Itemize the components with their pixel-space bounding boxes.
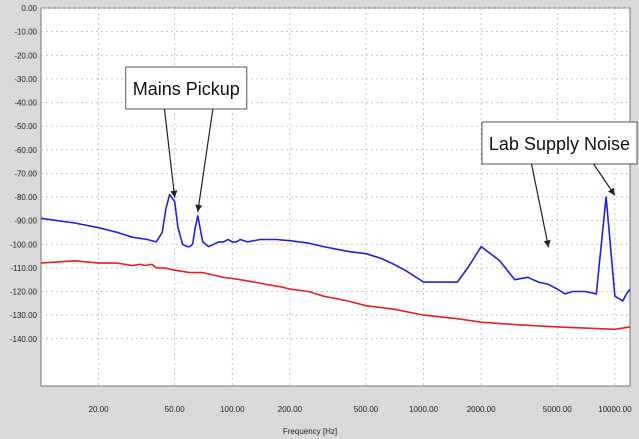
y-tick-label: -50.00 (14, 122, 37, 131)
y-tick-label: -10.00 (14, 28, 37, 37)
arrowhead (608, 187, 615, 196)
x-tick-label: 100.00 (220, 405, 245, 414)
y-tick-label: -30.00 (14, 75, 37, 84)
x-tick-label: 1000.00 (409, 405, 438, 414)
callout-label: Mains Pickup (133, 79, 240, 99)
y-tick-label: -60.00 (14, 146, 37, 155)
x-tick-label: 200.00 (278, 405, 303, 414)
x-tick-label: 50.00 (165, 405, 186, 414)
callout-box (481, 121, 638, 165)
x-tick-label: 10000.00 (598, 405, 632, 414)
y-tick-label: -120.00 (10, 288, 38, 297)
x-tick-label: 5000.00 (543, 405, 572, 414)
y-tick-label: -130.00 (10, 311, 38, 320)
x-tick-label: 500.00 (354, 405, 379, 414)
callout-1: Lab Supply Noise (481, 121, 638, 248)
y-tick-label: -80.00 (14, 193, 37, 202)
x-axis-label: Frequency [Hz] (283, 427, 337, 436)
y-tick-label: -110.00 (10, 264, 37, 273)
y-tick-label: -140.00 (10, 335, 38, 344)
arrowhead (543, 239, 551, 248)
grid (41, 7, 630, 386)
x-tick-label: 20.00 (89, 405, 110, 414)
arrowhead (170, 190, 178, 198)
y-tick-label: -90.00 (14, 217, 37, 226)
x-axis-ticks: 20.00 50.00 100.00 200.00 500.00 1000.00 2000.… (89, 405, 633, 414)
callout-box (125, 66, 248, 110)
series-line-1 (40, 260, 631, 331)
y-tick-label: -70.00 (14, 169, 37, 178)
callout-label: Lab Supply Noise (489, 134, 630, 154)
y-axis-ticks: 0.00 -10.00 -20.00 -30.00 -40.00 -50.00 -60.00… (10, 4, 38, 344)
arrowhead (195, 204, 203, 212)
callout-arrow (197, 108, 214, 212)
x-tick-label: 2000.00 (467, 405, 496, 414)
y-tick-label: 0.00 (21, 4, 37, 13)
callout-arrow (530, 163, 550, 248)
series-line-0 (40, 193, 631, 302)
y-tick-label: -40.00 (14, 99, 37, 108)
series-layer (40, 193, 631, 331)
y-tick-label: -20.00 (14, 51, 37, 60)
callout-0: Mains Pickup (125, 66, 248, 212)
callout-arrow (163, 108, 176, 198)
callouts: Mains Pickup Lab Supply Noise (125, 66, 638, 248)
y-tick-label: -100.00 (10, 240, 38, 249)
